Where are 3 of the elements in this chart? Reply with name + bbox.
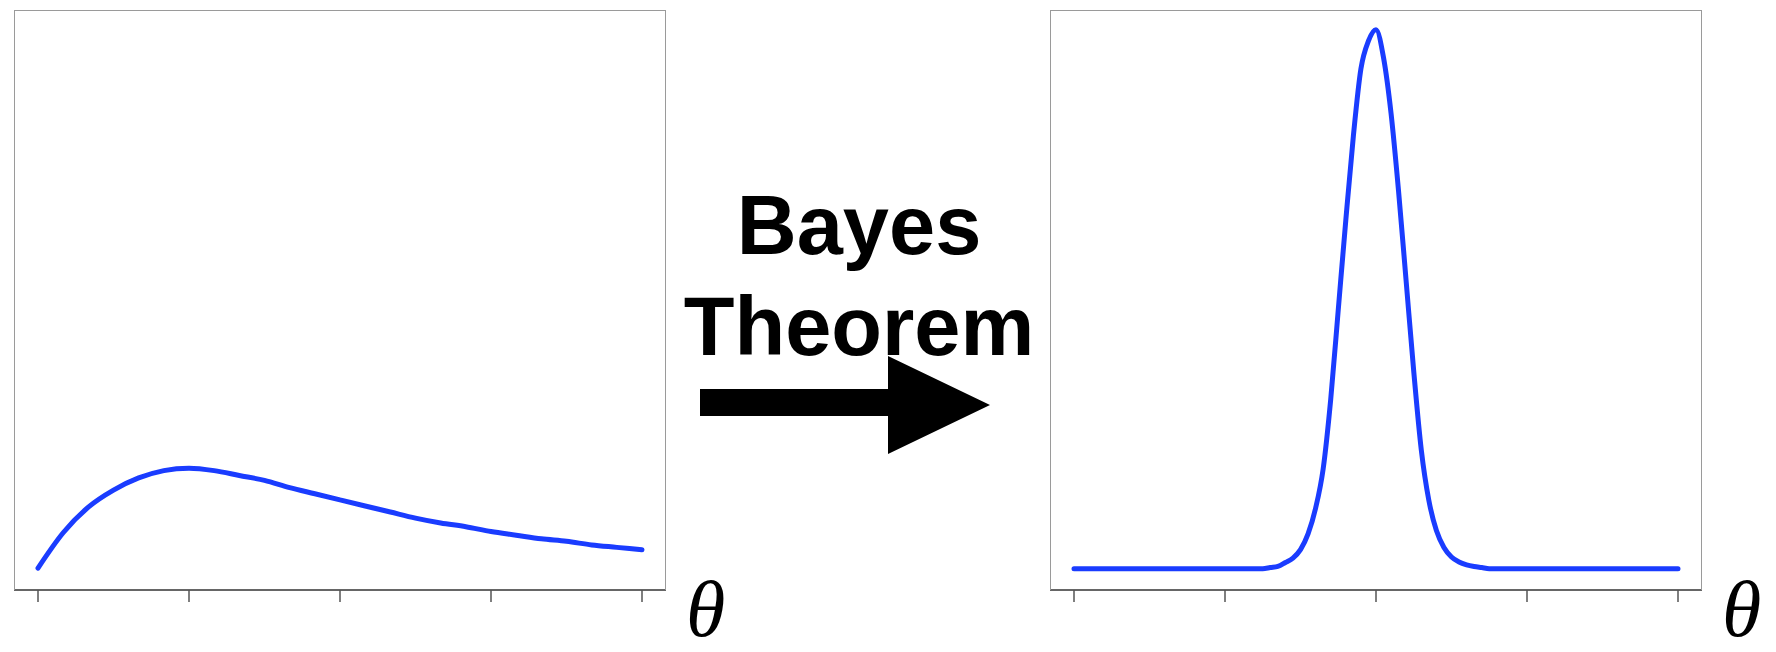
x-axis-title: θ: [686, 565, 726, 652]
x-axis-title: θ: [1722, 565, 1762, 652]
text: Bayes Theorem: [682, 178, 1036, 375]
